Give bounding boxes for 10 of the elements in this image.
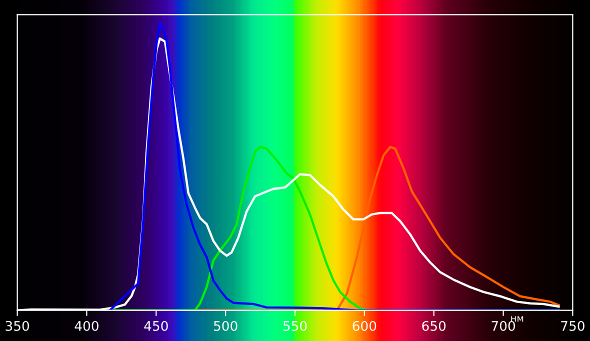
x-tick-label: 500 <box>214 320 238 331</box>
x-tick-label: 750 <box>561 320 584 331</box>
x-tick-label: 400 <box>74 320 98 331</box>
x-tick-label: 700 <box>492 320 515 331</box>
x-tick-label: 600 <box>352 320 376 331</box>
x-tick-label: 450 <box>144 320 168 331</box>
x-tick-label: 650 <box>422 320 446 331</box>
x-axis-title: нм <box>511 316 524 322</box>
x-tick-label: 550 <box>283 320 307 331</box>
x-tick-label: 350 <box>6 320 30 331</box>
